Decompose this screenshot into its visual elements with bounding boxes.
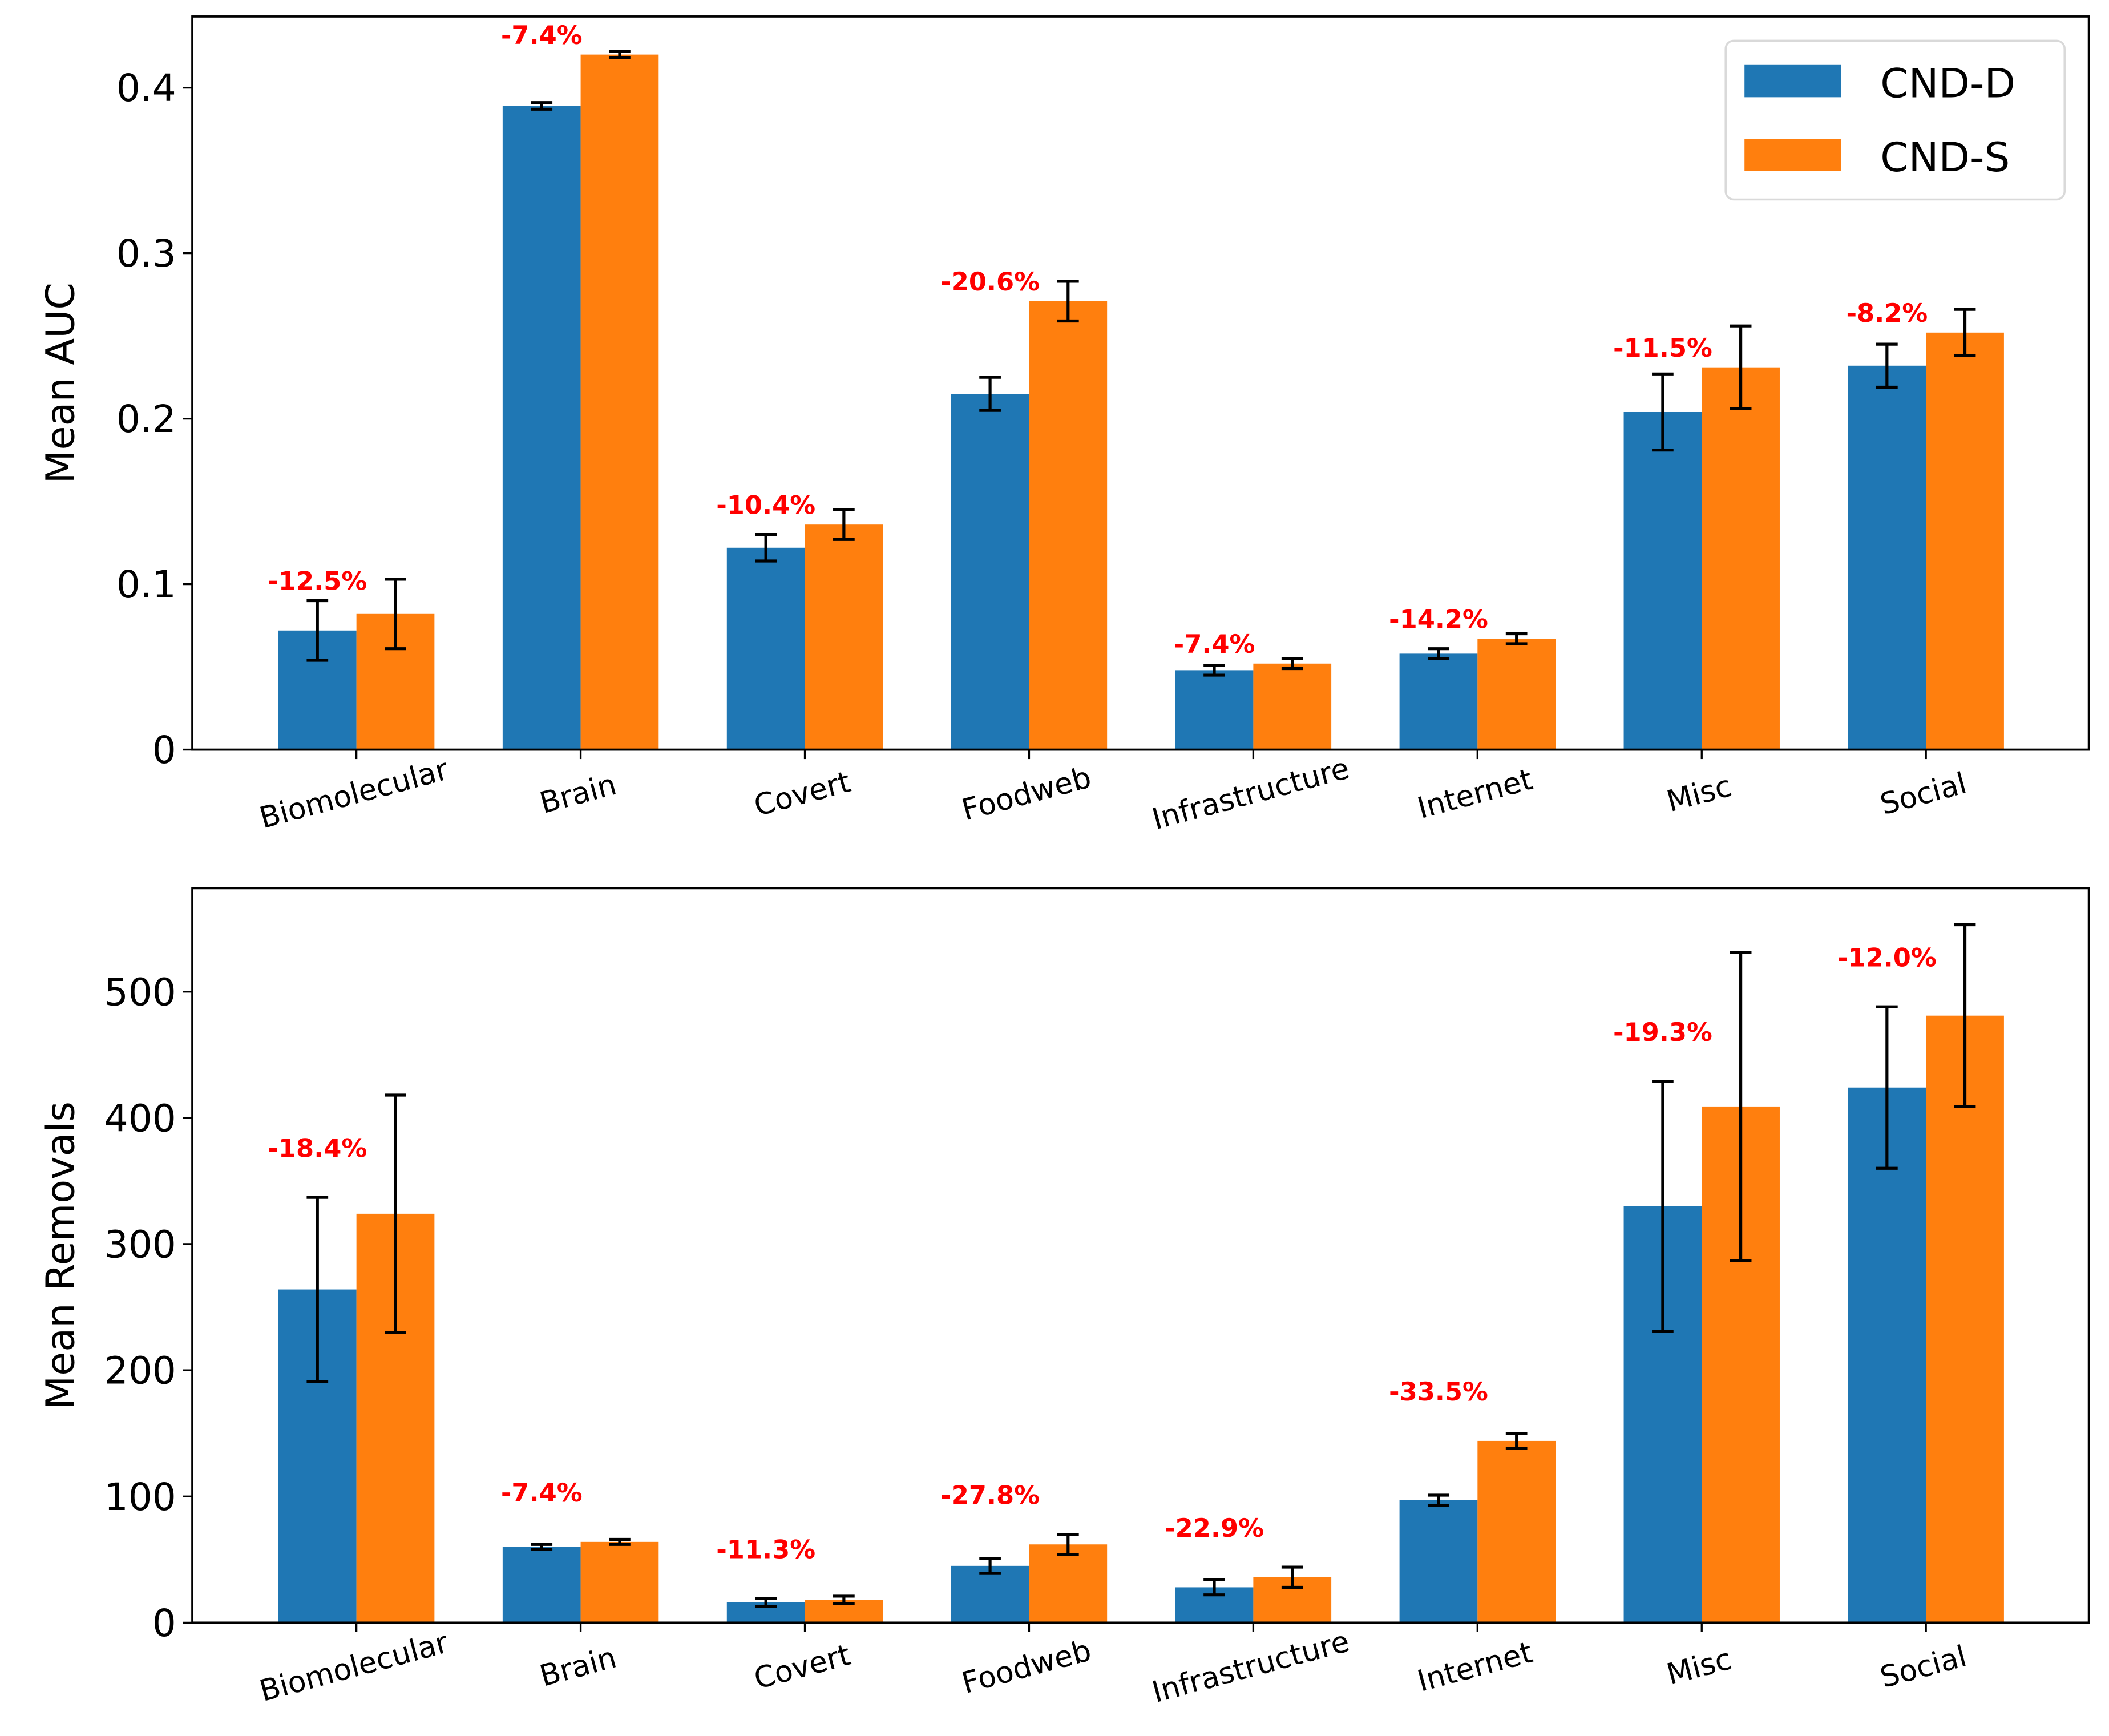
legend-label-cnd-d: CND-D — [1880, 59, 2015, 107]
x-tick-label: Infrastructure — [1149, 752, 1353, 837]
percent-annotation: -33.5% — [1389, 1376, 1488, 1407]
percent-annotation: -22.9% — [1165, 1513, 1264, 1543]
y-tick-label: 0.2 — [116, 397, 176, 441]
x-tick-label: Covert — [750, 765, 854, 823]
bar-cnd-s — [1253, 663, 1332, 750]
percent-annotation: -19.3% — [1613, 1017, 1712, 1047]
y-tick-label: 0 — [152, 728, 176, 772]
bar-cnd-s — [1029, 1544, 1108, 1623]
legend-swatch-cnd-s — [1744, 139, 1841, 171]
y-tick-label: 500 — [104, 970, 176, 1014]
bar-cnd-s — [1702, 367, 1780, 750]
percent-annotation: -14.2% — [1389, 604, 1488, 634]
legend-swatch-cnd-d — [1744, 64, 1841, 98]
x-tick-label: Foodweb — [958, 760, 1094, 827]
bar-cnd-d — [1399, 653, 1478, 750]
bar-cnd-s — [805, 524, 883, 750]
bar-cnd-s — [580, 1541, 659, 1623]
percent-annotation: -12.0% — [1837, 943, 1937, 973]
bar-cnd-d — [1623, 411, 1702, 750]
bar-cnd-d — [951, 1565, 1029, 1623]
percent-annotation: -11.5% — [1613, 333, 1712, 363]
bar-cnd-d — [1175, 670, 1254, 750]
x-tick-label: Infrastructure — [1149, 1624, 1353, 1710]
y-tick-label: 0.4 — [116, 66, 176, 110]
x-tick-label: Foodweb — [958, 1633, 1094, 1701]
bar-cnd-s — [1926, 1015, 2004, 1623]
bar-cnd-d — [502, 106, 581, 750]
x-tick-label: Social — [1877, 766, 1970, 822]
x-tick-label: Internet — [1414, 762, 1536, 826]
bar-cnd-s — [1029, 301, 1108, 750]
y-tick-label: 300 — [104, 1223, 176, 1267]
x-tick-label: Brain — [536, 1641, 620, 1694]
y-tick-label: 0.1 — [116, 563, 176, 607]
percent-annotation: -7.4% — [501, 1477, 583, 1508]
axes-frame — [191, 887, 2090, 1624]
x-tick-label: Social — [1877, 1639, 1970, 1695]
percent-annotation: -27.8% — [940, 1480, 1040, 1511]
legend-label-cnd-s: CND-S — [1880, 134, 2010, 181]
x-tick-label: Misc — [1663, 1642, 1735, 1692]
x-tick-label: Covert — [750, 1638, 854, 1697]
x-tick-label: Internet — [1414, 1636, 1536, 1699]
bar-cnd-s — [1477, 639, 1556, 750]
y-axis-label: Mean Removals — [39, 1101, 84, 1410]
bar-cnd-s — [1926, 332, 2004, 750]
x-tick-label: Biomolecular — [256, 752, 452, 835]
x-tick-label: Brain — [536, 768, 620, 821]
percent-annotation: -11.3% — [716, 1535, 815, 1565]
x-tick-label: Biomolecular — [256, 1625, 452, 1709]
axes-frame — [191, 15, 2090, 751]
bar-cnd-d — [1399, 1500, 1478, 1623]
bar-cnd-s — [1477, 1440, 1556, 1623]
bar-cnd-d — [951, 394, 1029, 750]
percent-annotation: -10.4% — [716, 490, 815, 520]
bar-cnd-d — [1848, 1087, 1926, 1623]
bar-cnd-s — [580, 54, 659, 750]
percent-annotation: -7.4% — [501, 20, 583, 50]
bar-cnd-d — [1848, 365, 1926, 750]
y-axis-label: Mean AUC — [39, 282, 84, 483]
y-tick-label: 400 — [104, 1096, 176, 1140]
y-tick-label: 200 — [104, 1349, 176, 1393]
removals-panel: -18.4% -7.4% -11.3% -27.8% -22.9% -33.5% -19.3… — [39, 887, 2090, 1710]
y-tick-label: 100 — [104, 1475, 176, 1519]
y-tick-label: 0 — [152, 1601, 176, 1645]
legend: CND-D CND-S — [1724, 39, 2066, 201]
percent-annotation: -20.6% — [940, 267, 1040, 297]
percent-annotation: -8.2% — [1846, 298, 1928, 328]
bar-cnd-d — [502, 1547, 581, 1623]
y-tick-label: 0.3 — [116, 232, 176, 276]
percent-annotation: -7.4% — [1174, 629, 1255, 659]
x-tick-label: Misc — [1663, 769, 1735, 819]
percent-annotation: -12.5% — [268, 566, 367, 596]
percent-annotation: -18.4% — [268, 1133, 367, 1163]
bar-cnd-d — [726, 547, 805, 750]
